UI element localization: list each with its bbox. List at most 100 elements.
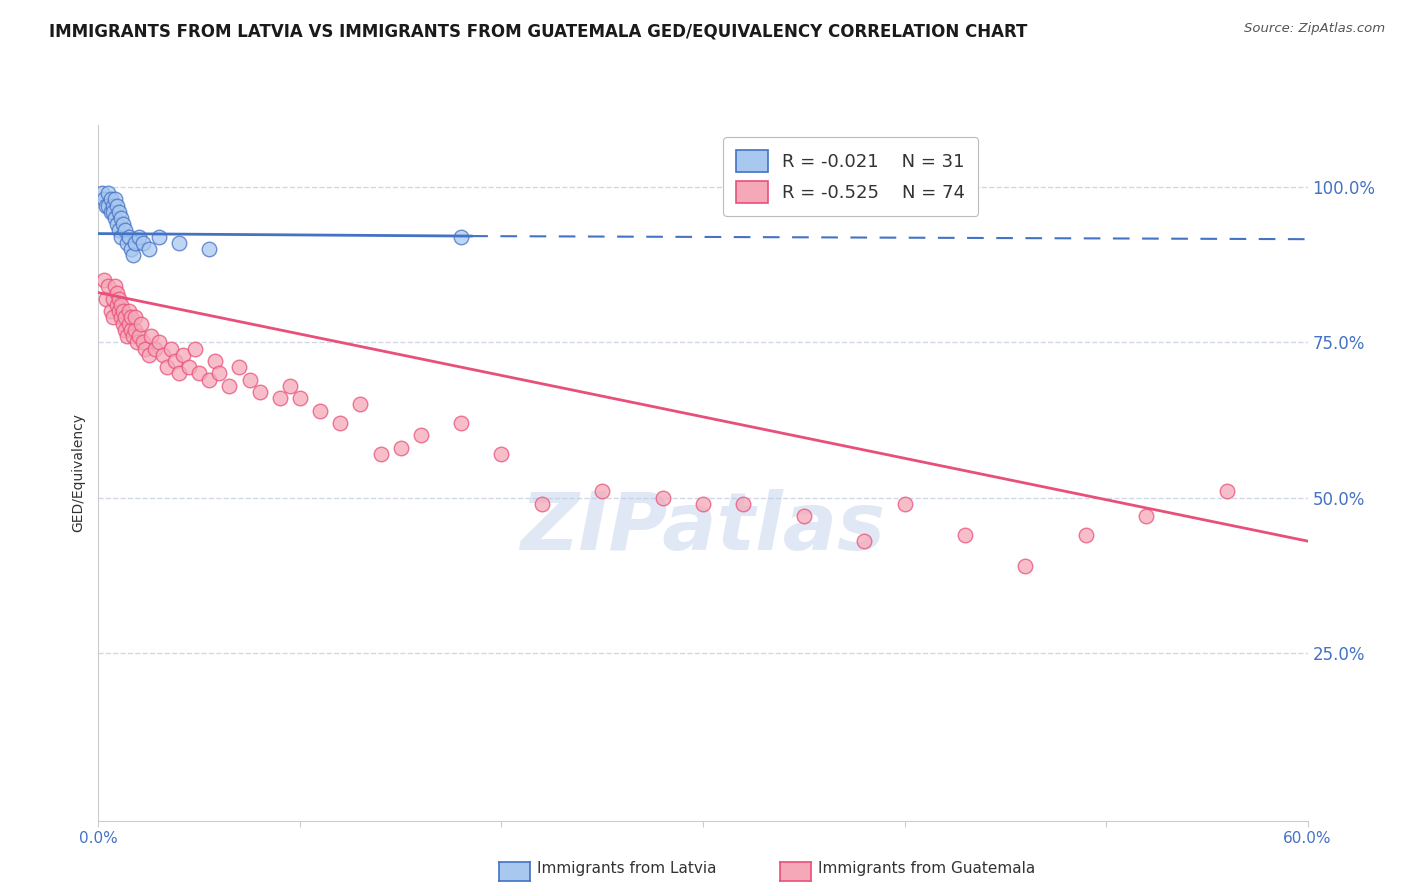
Point [288, 391, 311, 405]
Point [105, 199, 128, 213]
Y-axis label: GED/Equivalency: GED/Equivalency [72, 413, 86, 533]
Point [120, 242, 142, 256]
Point [793, 509, 815, 524]
Point [733, 497, 755, 511]
Point [101, 310, 124, 325]
Point [100, 304, 122, 318]
Point [349, 397, 371, 411]
Point [132, 235, 155, 250]
Point [249, 384, 271, 399]
Point [125, 335, 148, 350]
Point [124, 310, 146, 325]
Point [1014, 558, 1036, 573]
Point [134, 342, 156, 356]
Point [105, 217, 128, 231]
Point [103, 279, 125, 293]
Point [120, 323, 142, 337]
Point [409, 428, 432, 442]
Point [208, 367, 231, 381]
Point [121, 329, 143, 343]
Point [110, 211, 132, 225]
Point [103, 211, 125, 225]
Legend: R = -0.021    N = 31, R = -0.525    N = 74: R = -0.021 N = 31, R = -0.525 N = 74 [723, 137, 979, 216]
Point [591, 484, 613, 499]
Point [107, 304, 129, 318]
Point [893, 497, 915, 511]
Point [100, 193, 122, 207]
Point [172, 348, 194, 362]
Point [118, 304, 141, 318]
Point [129, 317, 152, 331]
Point [110, 229, 132, 244]
Point [124, 235, 146, 250]
Point [198, 242, 221, 256]
Point [124, 323, 146, 337]
Point [163, 354, 186, 368]
Point [101, 292, 124, 306]
Point [309, 403, 332, 417]
Point [167, 367, 190, 381]
Point [114, 223, 136, 237]
Point [111, 317, 134, 331]
Point [188, 367, 211, 381]
Point [114, 310, 136, 325]
Point [278, 378, 301, 392]
Point [105, 285, 128, 300]
Point [111, 304, 134, 318]
Point [110, 298, 132, 312]
Point [100, 205, 122, 219]
Point [101, 199, 124, 213]
Point [156, 360, 179, 375]
Point [139, 329, 162, 343]
Point [152, 348, 174, 362]
Point [953, 528, 976, 542]
Point [121, 248, 143, 262]
Point [132, 335, 155, 350]
Point [1216, 484, 1239, 499]
Point [128, 229, 150, 244]
Point [97, 279, 120, 293]
Point [93, 273, 115, 287]
Point [450, 416, 472, 430]
Point [91, 186, 114, 201]
Point [115, 235, 138, 250]
Point [370, 447, 392, 461]
Point [101, 205, 124, 219]
Point [97, 186, 120, 201]
Point [228, 360, 250, 375]
Point [148, 335, 170, 350]
Point [184, 342, 207, 356]
Point [204, 354, 226, 368]
Point [329, 416, 352, 430]
Point [96, 292, 118, 306]
Text: Immigrants from Guatemala: Immigrants from Guatemala [818, 862, 1036, 876]
Point [107, 292, 129, 306]
Point [239, 373, 262, 387]
Point [110, 310, 132, 325]
Point [96, 199, 118, 213]
Point [111, 217, 134, 231]
Text: Source: ZipAtlas.com: Source: ZipAtlas.com [1244, 22, 1385, 36]
Text: ZIPatlas: ZIPatlas [520, 490, 886, 567]
Point [115, 329, 138, 343]
Point [167, 235, 190, 250]
Point [138, 242, 160, 256]
Point [105, 298, 128, 312]
Text: IMMIGRANTS FROM LATVIA VS IMMIGRANTS FROM GUATEMALA GED/EQUIVALENCY CORRELATION : IMMIGRANTS FROM LATVIA VS IMMIGRANTS FRO… [49, 22, 1028, 40]
Point [103, 193, 125, 207]
Point [118, 317, 141, 331]
Text: Immigrants from Latvia: Immigrants from Latvia [537, 862, 717, 876]
Point [269, 391, 291, 405]
Point [148, 229, 170, 244]
Point [97, 199, 120, 213]
Point [1074, 528, 1097, 542]
Point [120, 310, 142, 325]
Point [530, 497, 553, 511]
Point [128, 329, 150, 343]
Point [1135, 509, 1157, 524]
Point [107, 223, 129, 237]
Point [491, 447, 513, 461]
Point [160, 342, 183, 356]
Point [114, 323, 136, 337]
Point [179, 360, 201, 375]
